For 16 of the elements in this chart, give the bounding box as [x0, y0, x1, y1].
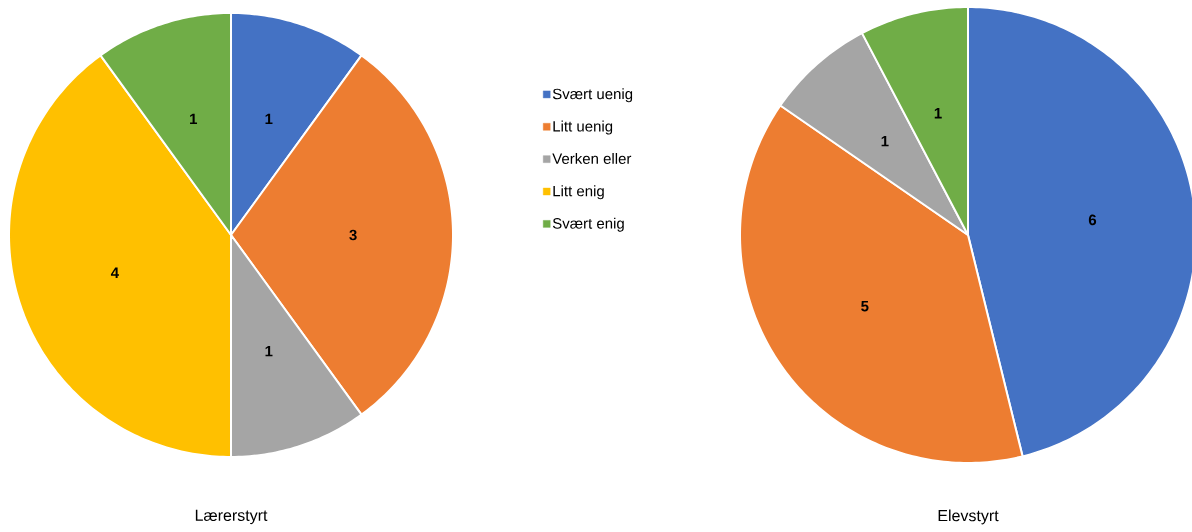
legend-label: Svært uenig — [552, 88, 633, 103]
text: Elevstyrt — [938, 509, 999, 525]
legend-label: Litt uenig — [553, 120, 613, 135]
data-label: 5 — [861, 300, 869, 312]
data-label: 4 — [110, 267, 119, 278]
legend-label: Svært enig — [552, 217, 624, 232]
data-label: 1 — [265, 345, 273, 357]
data-label: 6 — [1088, 214, 1097, 226]
data-label: 1 — [934, 108, 942, 119]
data-label: 1 — [190, 113, 198, 125]
data-label: 1 — [881, 135, 889, 147]
legend-label: Verken eller — [552, 152, 632, 164]
text: Lærerstyrt — [195, 509, 268, 525]
data-label: 3 — [349, 229, 357, 241]
legend-label: Litt enig — [553, 185, 604, 200]
data-label: 1 — [265, 113, 273, 125]
